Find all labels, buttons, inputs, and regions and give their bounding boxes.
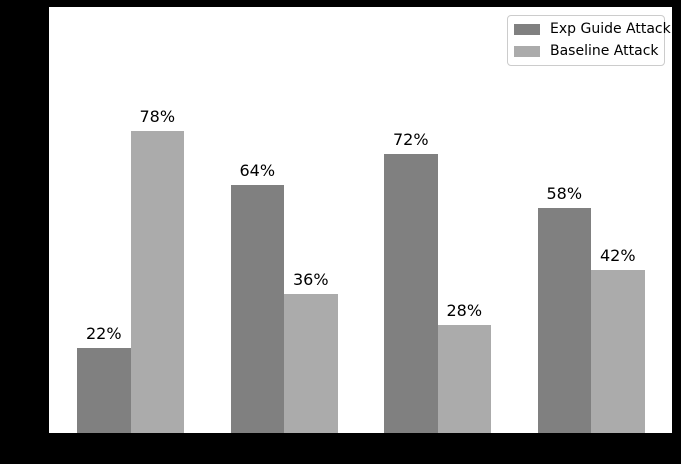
bar-value-label: 78% (139, 106, 176, 126)
bar-value-label: 64% (239, 161, 276, 181)
legend-label: Baseline Attack (550, 43, 659, 59)
bar-value-label: 72% (392, 130, 429, 150)
legend-swatch-icon (514, 23, 540, 35)
plot-area: 22% 64% 72% 58% 78% 36% 28% 42% Exp Guide Attac… (49, 7, 672, 433)
bar-baseline-attack-group-4 (591, 270, 645, 433)
bar-value-label: 22% (85, 323, 122, 343)
bar-exp-guide-attack-group-4 (537, 208, 591, 433)
legend-item-baseline-attack: Baseline Attack (514, 43, 659, 59)
legend-swatch-icon (514, 45, 540, 57)
bar-value-label: 42% (599, 246, 636, 266)
bar-baseline-attack-group-2 (284, 293, 338, 433)
bar-exp-guide-attack-group-2 (230, 185, 284, 433)
legend: Exp Guide Attack Baseline Attack (507, 15, 671, 66)
legend-label: Exp Guide Attack (550, 21, 671, 37)
bar-exp-guide-attack-group-3 (384, 154, 438, 433)
bar-baseline-attack-group-3 (437, 324, 491, 433)
legend-item-exp-guide-attack: Exp Guide Attack (514, 21, 671, 37)
bar-exp-guide-attack-group-1 (77, 347, 131, 433)
bar-value-label: 58% (546, 184, 583, 204)
bar-value-label: 36% (292, 269, 329, 289)
bar-baseline-attack-group-1 (130, 130, 184, 433)
bar-value-label: 28% (446, 300, 483, 320)
